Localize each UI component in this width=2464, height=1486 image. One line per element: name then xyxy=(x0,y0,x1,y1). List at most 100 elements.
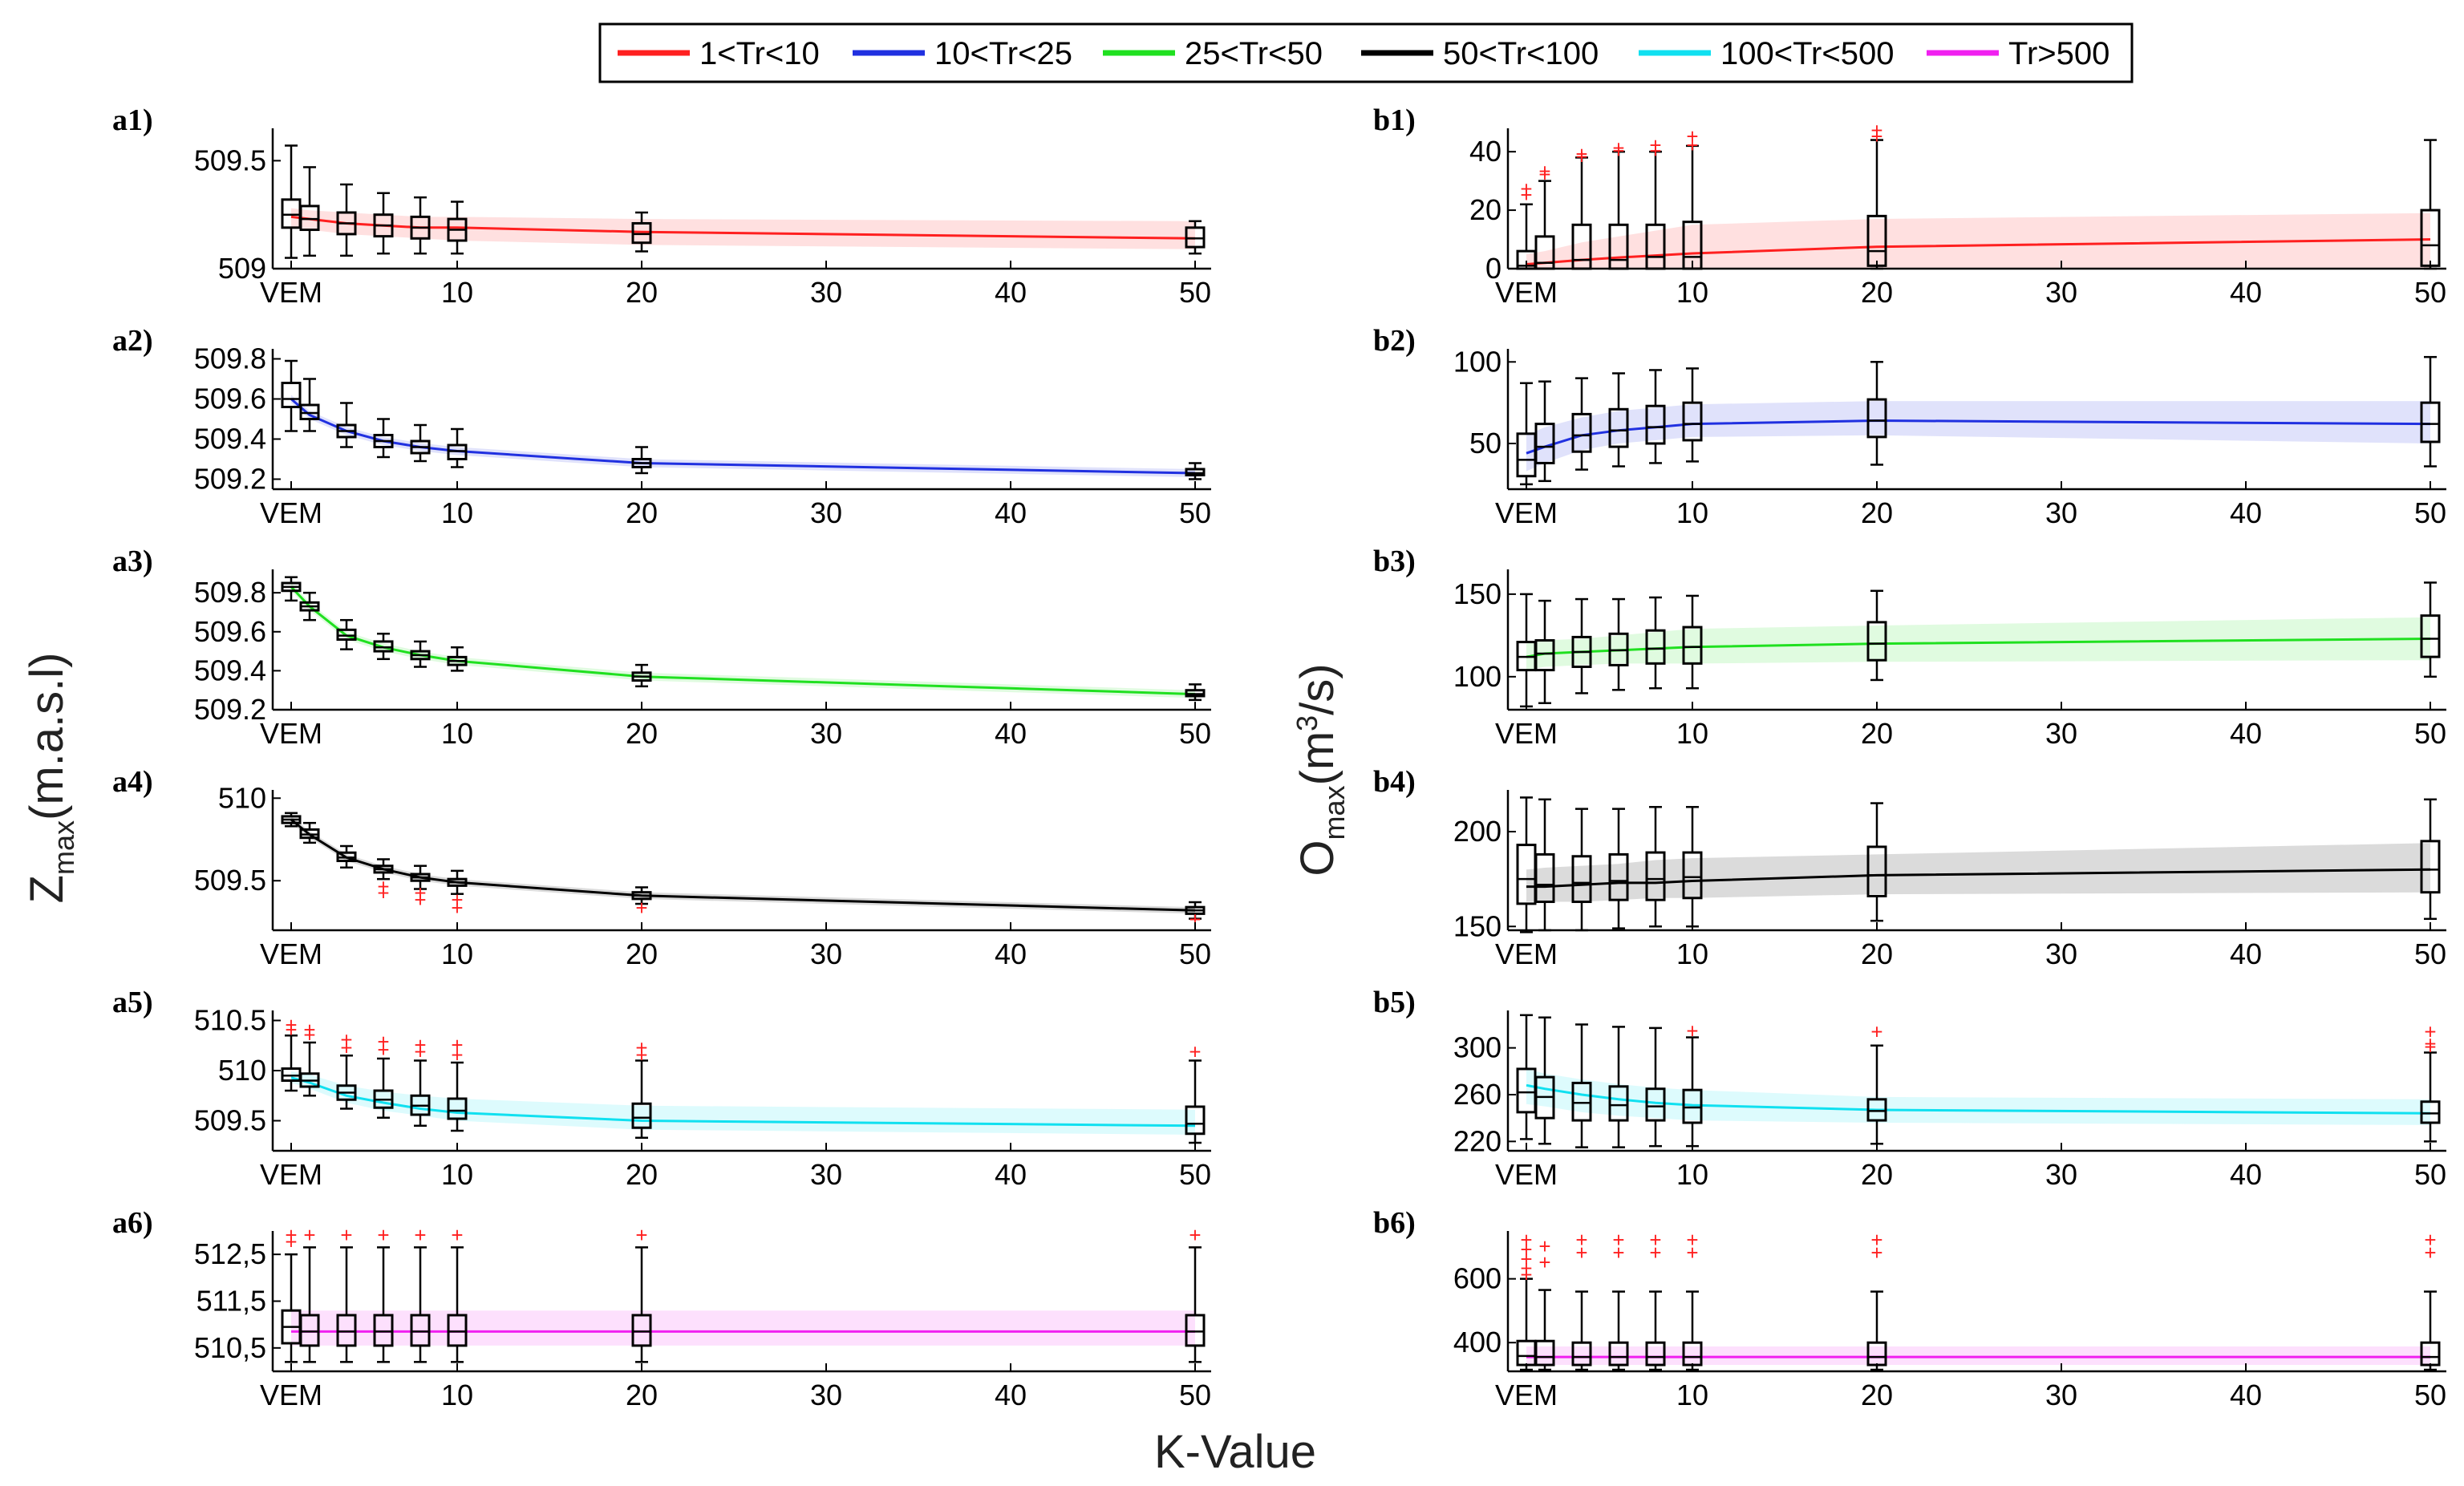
y-tick-label-a6-2: 512,5 xyxy=(194,1237,266,1270)
box-a1-3 xyxy=(373,192,394,255)
box-body xyxy=(1645,629,1666,665)
box-b6-3 xyxy=(1608,1290,1629,1371)
box-body xyxy=(631,1314,652,1347)
box-body xyxy=(299,1314,320,1347)
outlier-b6-2: + xyxy=(1520,1247,1532,1271)
box-b4-1 xyxy=(1534,798,1555,932)
legend: 1<Tr<10 10<Tr<25 25<Tr<50 50<Tr<100 100<… xyxy=(598,22,2134,83)
panel-label-b2: b2) xyxy=(1373,324,1416,358)
x-tick-label-a6-0: VEM xyxy=(260,1379,322,1411)
legend-entry-5: 100<Tr<500 xyxy=(1639,36,1894,71)
legend-entry-6: Tr>500 xyxy=(1927,36,2109,71)
x-tick-label-a1-2: 20 xyxy=(626,276,658,309)
box-a6-4 xyxy=(410,1246,431,1363)
box-body xyxy=(2420,840,2441,894)
outlier-a5-9: + xyxy=(414,1040,426,1064)
x-tick-label-a5-0: VEM xyxy=(260,1158,322,1191)
box-b3-2 xyxy=(1571,597,1592,694)
x-tick-label-a1-0: VEM xyxy=(260,276,322,309)
y-tick-label-a5-1: 510 xyxy=(218,1054,266,1087)
outlier-a5-13: + xyxy=(635,1043,647,1067)
y-tick-label-b3-1: 150 xyxy=(1453,577,1502,610)
x-tick-label-a4-1: 10 xyxy=(441,937,473,970)
box-b2-5 xyxy=(1682,367,1703,463)
box-b5-4 xyxy=(1645,1026,1666,1148)
panel-label-a6: a6) xyxy=(112,1206,153,1240)
box-body xyxy=(1185,1105,1206,1136)
panel-label-b3: b3) xyxy=(1373,545,1416,578)
y-tick-label-b1-2: 40 xyxy=(1469,135,1502,168)
outlier-b1-9: + xyxy=(1649,133,1661,157)
x-tick-label-b3-1: 10 xyxy=(1676,717,1708,750)
y-tick-label-a3-3: 509.8 xyxy=(194,576,266,609)
box-b3-1 xyxy=(1534,599,1555,705)
panel-b2: b2) 50 100 VEM 10 20 30 40 50 xyxy=(1373,324,2446,529)
x-tick-label-a3-4: 40 xyxy=(995,717,1027,750)
band-b6 xyxy=(1526,1346,2430,1365)
y-tick-label-b2-0: 50 xyxy=(1469,427,1502,460)
panel-label-a3: a3) xyxy=(112,545,153,578)
x-tick-label-a5-3: 30 xyxy=(810,1158,842,1191)
box-a6-3 xyxy=(373,1246,394,1363)
box-body xyxy=(1534,639,1555,672)
legend-label-5: 100<Tr<500 xyxy=(1720,36,1894,71)
x-tick-label-b1-0: VEM xyxy=(1495,276,1558,309)
x-tick-label-a5-2: 20 xyxy=(626,1158,658,1191)
y-tick-label-b1-0: 0 xyxy=(1485,252,1502,285)
box-b2-7 xyxy=(2420,355,2441,468)
box-body xyxy=(1682,626,1703,665)
box-a5-2 xyxy=(336,1055,357,1110)
x-tick-label-a4-4: 40 xyxy=(995,937,1027,970)
outlier-b6-18: + xyxy=(2424,1241,2436,1265)
x-tick-label-a2-0: VEM xyxy=(260,496,322,529)
box-a3-3 xyxy=(373,632,394,661)
box-a1-0 xyxy=(281,144,302,259)
box-a3-2 xyxy=(336,618,357,650)
x-tick-label-b4-2: 20 xyxy=(1861,937,1893,970)
box-body xyxy=(1185,226,1206,249)
outlier-a4-6: + xyxy=(635,896,647,920)
panel-b3: b3) 100 150 VEM 10 20 30 40 50 xyxy=(1373,545,2446,750)
outlier-b6-3: + xyxy=(1520,1257,1532,1281)
box-a5-6 xyxy=(631,1059,652,1139)
outlier-b6-11: + xyxy=(1649,1228,1661,1252)
y-tick-label-a1-1: 509.5 xyxy=(194,144,266,176)
box-a3-7 xyxy=(1185,683,1206,702)
box-b4-6 xyxy=(1866,802,1887,922)
outlier-b1-7: + xyxy=(1612,136,1624,160)
x-tick-label-a1-3: 30 xyxy=(810,276,842,309)
box-b5-6 xyxy=(1866,1044,1887,1145)
outlier-a4-3: + xyxy=(414,888,426,912)
x-tick-label-b3-3: 30 xyxy=(2045,717,2077,750)
box-b5-7 xyxy=(2420,1051,2441,1143)
outlier-b1-11: + xyxy=(1686,124,1698,148)
panel-label-b1: b1) xyxy=(1373,103,1416,137)
band-a6 xyxy=(291,1310,1195,1346)
band-a5 xyxy=(291,1071,1195,1135)
box-body xyxy=(1866,845,1887,897)
x-tick-label-a3-3: 30 xyxy=(810,717,842,750)
box-a6-2 xyxy=(336,1246,357,1363)
x-tick-label-a3-2: 20 xyxy=(626,717,658,750)
y-tick-label-a6-1: 511,5 xyxy=(197,1285,266,1318)
x-tick-label-b5-3: 30 xyxy=(2045,1158,2077,1191)
y-tick-label-a3-1: 509.4 xyxy=(194,654,266,686)
outlier-a6-7: + xyxy=(635,1223,647,1247)
box-body xyxy=(1645,1341,1666,1367)
box-b6-1 xyxy=(1534,1289,1555,1371)
x-tick-label-b1-2: 20 xyxy=(1861,276,1893,309)
box-a5-3 xyxy=(373,1057,394,1119)
box-b2-4 xyxy=(1645,369,1666,464)
outlier-b6-16: + xyxy=(1870,1241,1882,1265)
box-body xyxy=(1645,851,1666,901)
x-tick-label-b6-0: VEM xyxy=(1495,1379,1558,1411)
box-a4-3 xyxy=(373,858,394,881)
legend-entry-2: 10<Tr<25 xyxy=(853,36,1072,71)
right-y-title-open: (m xyxy=(1291,731,1343,786)
right-y-title-sub: max xyxy=(1318,785,1351,840)
box-b3-4 xyxy=(1645,596,1666,690)
x-tick-label-b6-3: 30 xyxy=(2045,1379,2077,1411)
legend-entry-3: 25<Tr<50 xyxy=(1103,36,1323,71)
